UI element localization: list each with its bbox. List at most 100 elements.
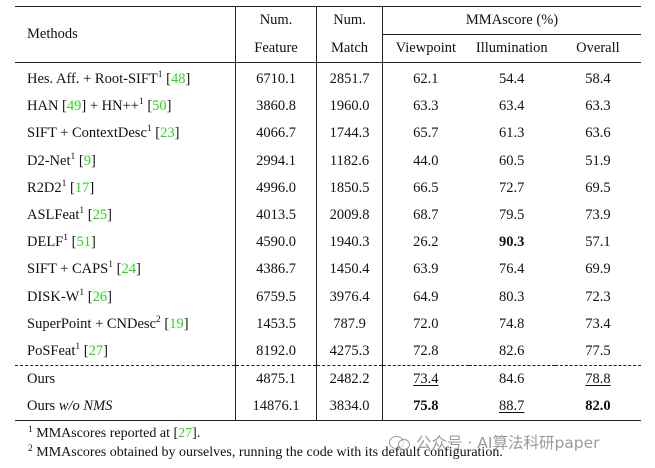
illumination-cell: 80.3 — [499, 288, 525, 305]
illumination-cell: 82.6 — [499, 342, 525, 359]
overall-cell: 77.5 — [585, 342, 611, 359]
table-footnotes: 1 MMAscores reported at [27]. 2 MMAscore… — [28, 424, 503, 462]
match-header: Match — [316, 34, 383, 63]
overall-cell: 63.6 — [585, 125, 611, 142]
illumination-cell: 76.4 — [499, 261, 525, 278]
illumination-cell: 63.4 — [499, 98, 525, 115]
match-cell: 1744.3 — [316, 120, 383, 148]
illumination-cell: 84.6 — [468, 365, 555, 394]
feature-cell: 4996.0 — [235, 174, 317, 202]
watermark: 公众号 · AI算法科研paper — [389, 431, 600, 453]
results-table-wrapper: Methods Num. Num. MMAscore (%) Feature M… — [15, 6, 641, 422]
overall-cell: 69.9 — [585, 261, 611, 278]
illumination-cell: 79.5 — [499, 207, 525, 224]
method-cell: DELF1 [51] — [15, 229, 236, 257]
method-cell: HAN [49] + HN++1 [50] — [15, 93, 236, 121]
illumination-cell: 60.5 — [499, 152, 525, 169]
viewpoint-cell: 63.9 — [413, 261, 439, 278]
illumination-cell: 72.7 — [499, 179, 525, 196]
match-cell: 787.9 — [316, 310, 383, 338]
feature-cell: 4066.7 — [235, 120, 317, 148]
num-match-header-top: Num. — [316, 6, 383, 35]
feature-cell: 3860.8 — [235, 93, 317, 121]
table-row-ours-wo-nms: Ours w/o NMS 14876.1 3834.0 75.8 88.7 82… — [15, 393, 641, 422]
illumination-cell-second: 88.7 — [468, 393, 555, 422]
table-body: Hes. Aff. + Root-SIFT1 [48] 6710.1 2851.… — [15, 62, 641, 422]
footnote-1: 1 MMAscores reported at [27]. — [28, 425, 201, 441]
illumination-cell: 74.8 — [499, 315, 525, 332]
match-cell: 1850.5 — [316, 174, 383, 202]
feature-cell: 4013.5 — [235, 201, 317, 230]
method-cell: PoSFeat1 [27] — [15, 337, 236, 366]
method-cell: SIFT + ContextDesc1 [23] — [15, 120, 236, 148]
feature-cell: 1453.5 — [235, 310, 317, 338]
overall-cell: 73.4 — [585, 315, 611, 332]
table-row: HAN [49] + HN++1 [50] 3860.8 1960.0 63.3… — [15, 93, 641, 121]
method-cell: D2-Net1 [9] — [15, 147, 236, 175]
feature-cell: 8192.0 — [235, 337, 317, 366]
viewpoint-cell: 44.0 — [413, 152, 439, 169]
viewpoint-header: Viewpoint — [382, 34, 469, 63]
table-row: SuperPoint + CNDesc2 [19] 1453.5 787.9 7… — [15, 310, 641, 338]
overall-cell: 57.1 — [585, 234, 611, 251]
illumination-cell: 61.3 — [499, 125, 525, 142]
methods-header: Methods — [15, 6, 236, 63]
overall-cell: 63.3 — [585, 98, 611, 115]
table-row: DELF1 [51] 4590.0 1940.3 26.2 90.3 57.1 — [15, 229, 641, 257]
overall-cell: 51.9 — [585, 152, 611, 169]
match-cell: 1182.6 — [316, 147, 383, 175]
match-cell: 3834.0 — [316, 393, 383, 422]
illumination-cell: 54.4 — [499, 71, 525, 88]
feature-cell: 6710.1 — [235, 62, 317, 94]
overall-cell-second: 78.8 — [554, 365, 641, 394]
table-row: SIFT + CAPS1 [24] 4386.7 1450.4 63.9 76.… — [15, 256, 641, 284]
overall-cell: 72.3 — [585, 288, 611, 305]
overall-cell-best: 82.0 — [554, 393, 641, 422]
viewpoint-cell: 65.7 — [413, 125, 439, 142]
table-row: D2-Net1 [9] 2994.1 1182.6 44.0 60.5 51.9 — [15, 147, 641, 175]
viewpoint-cell: 72.0 — [413, 315, 439, 332]
table-row-ours: Ours 4875.1 2482.2 73.4 84.6 78.8 — [15, 365, 641, 394]
table-row: SIFT + ContextDesc1 [23] 4066.7 1744.3 6… — [15, 120, 641, 148]
feature-cell: 4875.1 — [235, 365, 317, 394]
watermark-text: 公众号 · AI算法科研paper — [416, 434, 600, 452]
num-feature-header-top: Num. — [235, 6, 317, 35]
illumination-header: Illumination — [468, 34, 555, 63]
match-cell: 1960.0 — [316, 93, 383, 121]
method-cell: ASLFeat1 [25] — [15, 201, 236, 230]
viewpoint-cell: 72.8 — [413, 342, 439, 359]
viewpoint-cell: 68.7 — [413, 207, 439, 224]
table-row: ASLFeat1 [25] 4013.5 2009.8 68.7 79.5 73… — [15, 201, 641, 230]
overall-header: Overall — [554, 34, 641, 63]
overall-cell: 69.5 — [585, 179, 611, 196]
viewpoint-cell-second: 73.4 — [382, 365, 469, 394]
method-cell: Ours — [15, 365, 236, 394]
feature-cell: 4590.0 — [235, 229, 317, 257]
method-cell: SIFT + CAPS1 [24] — [15, 256, 236, 284]
illumination-cell-best: 90.3 — [499, 234, 525, 251]
viewpoint-cell: 64.9 — [413, 288, 439, 305]
viewpoint-cell-best: 75.8 — [382, 393, 469, 422]
feature-header: Feature — [235, 34, 317, 63]
feature-cell: 2994.1 — [235, 147, 317, 175]
match-cell: 4275.3 — [316, 337, 383, 366]
match-cell: 2009.8 — [316, 201, 383, 230]
viewpoint-cell: 62.1 — [413, 71, 439, 88]
table-row: R2D21 [17] 4996.0 1850.5 66.5 72.7 69.5 — [15, 174, 641, 202]
wechat-icon — [389, 434, 411, 450]
header-row-2: Feature Match Viewpoint Illumination Ove… — [15, 34, 641, 63]
mmascore-header: MMAscore (%) — [382, 6, 641, 35]
viewpoint-cell: 26.2 — [413, 234, 439, 251]
overall-cell: 73.9 — [585, 207, 611, 224]
table-row: DISK-W1 [26] 6759.5 3976.4 64.9 80.3 72.… — [15, 283, 641, 311]
feature-cell: 6759.5 — [235, 283, 317, 311]
table-row: PoSFeat1 [27] 8192.0 4275.3 72.8 82.6 77… — [15, 337, 641, 366]
method-cell: SuperPoint + CNDesc2 [19] — [15, 310, 236, 338]
viewpoint-cell: 63.3 — [413, 98, 439, 115]
match-cell: 1940.3 — [316, 229, 383, 257]
method-cell: Ours w/o NMS — [15, 393, 236, 422]
method-cell: R2D21 [17] — [15, 174, 236, 202]
feature-cell: 4386.7 — [235, 256, 317, 284]
header-row-1: Methods Num. Num. MMAscore (%) — [15, 6, 641, 63]
mmascore-results-table: Methods Num. Num. MMAscore (%) Feature M… — [15, 6, 641, 422]
